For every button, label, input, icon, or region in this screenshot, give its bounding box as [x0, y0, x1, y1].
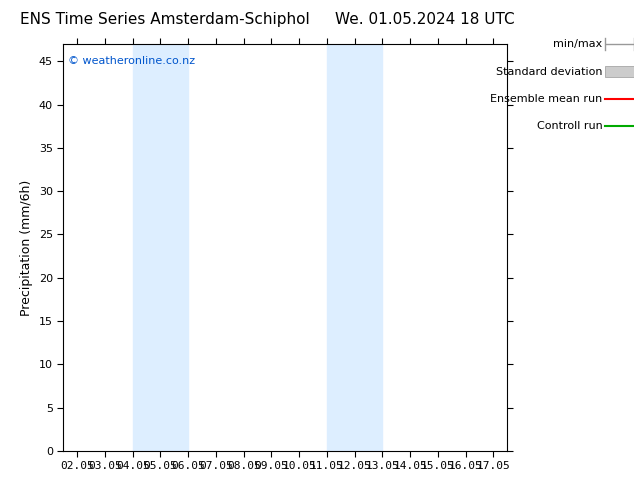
Bar [327, 44, 382, 451]
Text: Controll run: Controll run [536, 122, 602, 131]
Text: © weatheronline.co.nz: © weatheronline.co.nz [68, 56, 195, 66]
Text: Ensemble mean run: Ensemble mean run [490, 94, 602, 104]
Bar [133, 44, 188, 451]
Y-axis label: Precipitation (mm/6h): Precipitation (mm/6h) [20, 179, 34, 316]
Text: Standard deviation: Standard deviation [496, 67, 602, 76]
Text: min/max: min/max [553, 39, 602, 49]
Text: ENS Time Series Amsterdam-Schiphol: ENS Time Series Amsterdam-Schiphol [20, 12, 310, 27]
Text: We. 01.05.2024 18 UTC: We. 01.05.2024 18 UTC [335, 12, 515, 27]
